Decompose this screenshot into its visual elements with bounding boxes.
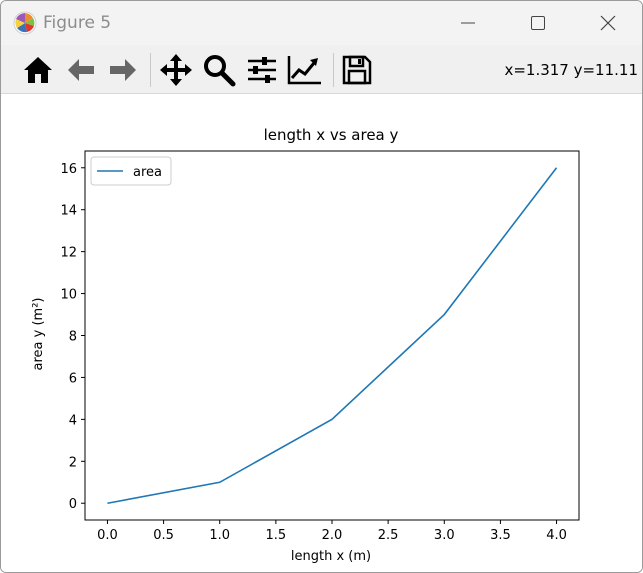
x-axis: 0.0 0.5 1.0 1.5 2.0 2.5 3.0 3.5 4.0 — [97, 520, 567, 543]
toolbar-separator — [333, 53, 334, 87]
arrow-right-icon — [110, 59, 136, 81]
x-tick-label: 3.5 — [490, 528, 511, 543]
maximize-button[interactable] — [503, 1, 573, 45]
arrow-left-icon — [68, 59, 94, 81]
y-tick-label: 0 — [69, 497, 77, 512]
x-tick-label: 4.0 — [546, 528, 567, 543]
edit-axes-button[interactable] — [287, 53, 323, 87]
close-icon — [600, 15, 616, 31]
move-icon — [160, 54, 192, 86]
y-tick-label: 16 — [60, 162, 77, 177]
legend: area — [90, 156, 172, 186]
y-tick-label: 10 — [60, 288, 77, 303]
x-tick-label: 1.0 — [209, 528, 230, 543]
window-title: Figure 5 — [43, 13, 112, 33]
sliders-icon — [248, 57, 276, 83]
y-tick-label: 6 — [69, 371, 77, 386]
plot-area — [107, 167, 558, 505]
y-axis-label: area y (m²) — [31, 298, 46, 371]
toolbar-separator — [150, 53, 151, 87]
y-tick-label: 14 — [60, 204, 77, 219]
home-button[interactable] — [20, 53, 56, 87]
line-chart-icon — [287, 56, 321, 85]
axes-spines — [84, 150, 580, 521]
minimize-icon — [461, 22, 475, 24]
legend-box — [90, 156, 172, 186]
back-button[interactable] — [63, 53, 99, 87]
magnifier-icon — [204, 55, 236, 87]
close-button[interactable] — [573, 1, 642, 45]
y-tick-label: 4 — [69, 413, 77, 428]
x-tick-label: 1.5 — [266, 528, 287, 543]
save-button[interactable] — [339, 53, 375, 87]
floppy-disk-icon — [342, 55, 372, 85]
pan-button[interactable] — [158, 53, 194, 87]
x-tick-label: 0.5 — [153, 528, 174, 543]
y-tick-label: 12 — [60, 246, 77, 261]
y-axis: 0 2 4 6 8 10 12 14 16 — [60, 162, 85, 512]
legend-label: area — [133, 165, 162, 180]
x-tick-label: 3.0 — [434, 528, 455, 543]
x-tick-label: 2.0 — [322, 528, 343, 543]
y-tick-label: 2 — [69, 455, 77, 470]
home-icon — [24, 57, 52, 83]
configure-subplots-button[interactable] — [244, 53, 280, 87]
matplotlib-logo-icon — [13, 11, 37, 35]
x-tick-label: 2.5 — [378, 528, 399, 543]
series-line-area — [107, 167, 558, 505]
forward-button[interactable] — [105, 53, 141, 87]
title-bar: Figure 5 — [1, 1, 642, 45]
zoom-button[interactable] — [201, 53, 237, 87]
line-chart: length x vs area y 0.0 0.5 1.0 1.5 2.0 2.5 3.0… — [31, 126, 580, 564]
minimize-button[interactable] — [433, 1, 503, 45]
cursor-coordinates: x=1.317 y=11.11 — [504, 61, 638, 79]
figure-canvas[interactable]: length x vs area y 0.0 0.5 1.0 1.5 2.0 2.5 3.0… — [1, 94, 642, 572]
axes-frame — [84, 150, 580, 521]
navigation-toolbar: x=1.317 y=11.11 — [1, 45, 642, 94]
chart-title: length x vs area y — [264, 126, 399, 144]
maximize-icon — [531, 16, 545, 30]
x-axis-label: length x (m) — [291, 549, 371, 564]
x-tick-label: 0.0 — [97, 528, 118, 543]
y-tick-label: 8 — [69, 330, 77, 345]
